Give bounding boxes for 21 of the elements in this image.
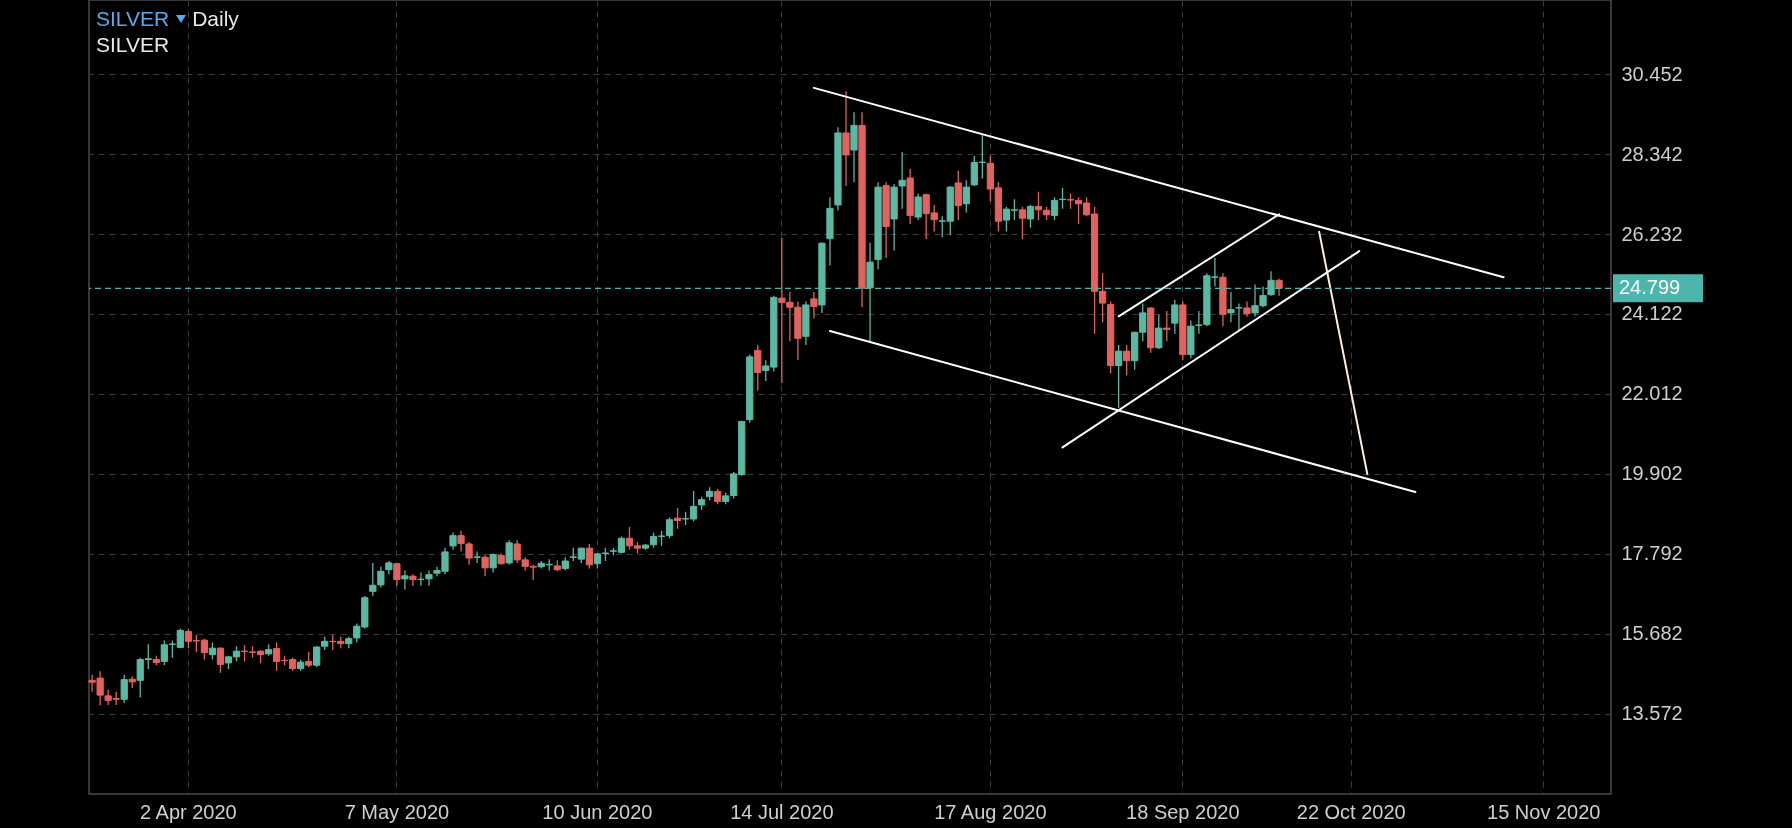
chart-title: SILVER [96, 7, 170, 30]
x-tick-label: 10 Jun 2020 [542, 800, 653, 823]
y-tick-label: 26.232 [1621, 222, 1683, 245]
y-tick-label: 15.682 [1621, 622, 1683, 645]
y-tick-label: 24.122 [1621, 302, 1683, 325]
x-tick-label: 7 May 2020 [344, 800, 450, 823]
x-tick-label: 15 Nov 2020 [1487, 800, 1601, 823]
x-tick-label: 22 Oct 2020 [1296, 800, 1406, 823]
y-tick-label: 19.902 [1621, 462, 1683, 485]
annotation: Daily [192, 7, 239, 30]
ref-line-label: 24.799 [1619, 276, 1681, 299]
y-tick-label: 13.572 [1621, 702, 1683, 725]
x-tick-label: 17 Aug 2020 [934, 800, 1047, 823]
y-tick-label: 22.012 [1621, 382, 1683, 405]
x-tick-label: 18 Sep 2020 [1126, 800, 1240, 823]
x-tick-label: 14 Jul 2020 [730, 800, 834, 823]
text: SILVER [96, 32, 171, 58]
x-tick-label: 2 Apr 2020 [139, 800, 237, 823]
y-tick-label: 17.792 [1621, 542, 1683, 565]
y-tick-label: 28.342 [1621, 142, 1683, 165]
y-tick-label: 30.452 [1621, 62, 1683, 85]
